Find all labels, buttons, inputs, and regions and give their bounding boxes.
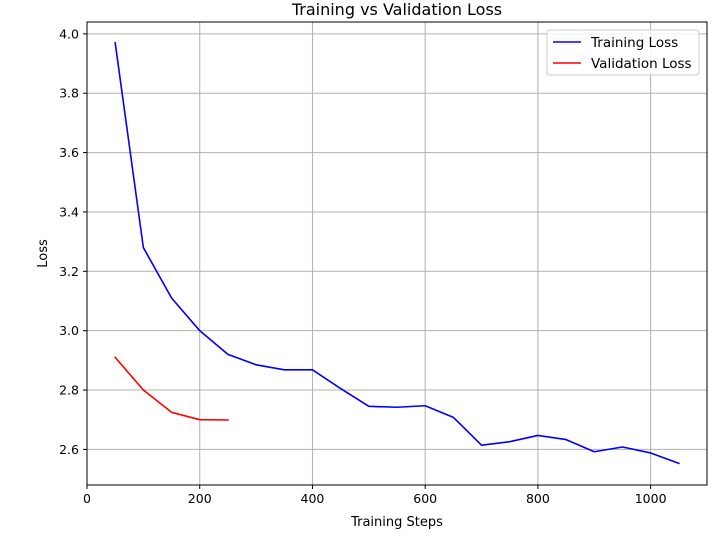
y-tick-label: 3.8 <box>59 86 79 101</box>
y-tick-label: 4.0 <box>59 26 79 41</box>
y-axis-label: Loss <box>36 239 51 268</box>
legend-box <box>546 29 700 76</box>
y-tick-label: 2.6 <box>59 442 79 457</box>
chart-title: Training vs Validation Loss <box>291 0 502 19</box>
x-tick-label: 400 <box>301 491 325 506</box>
y-tick-label: 2.8 <box>59 383 79 398</box>
x-tick-label: 800 <box>526 491 550 506</box>
grid-lines <box>86 22 707 485</box>
x-tick-label: 0 <box>83 491 91 506</box>
series-lines <box>114 41 680 465</box>
y-tick-label: 3.4 <box>59 204 79 219</box>
axis-ticks: 0 200 400 600 800 1000 2.6 2.8 3.0 3.2 3.4 3.6 3.8 4.… <box>59 26 666 506</box>
y-tick-label: 3.0 <box>59 323 79 338</box>
y-tick-label: 3.6 <box>59 145 79 160</box>
legend-entry-label: Training Loss <box>590 35 678 51</box>
y-tick-label: 3.2 <box>59 264 79 279</box>
plot-area-frame <box>86 21 708 486</box>
x-tick-label: 200 <box>188 491 212 506</box>
x-tick-label: 1000 <box>635 491 667 506</box>
series-line-training-loss <box>114 41 680 465</box>
series-line-validation-loss <box>114 356 229 421</box>
legend: Training Loss Validation Loss <box>546 29 700 76</box>
legend-entry-label: Validation Loss <box>591 56 692 72</box>
x-axis-label: Training Steps <box>350 515 443 530</box>
x-tick-label: 600 <box>413 491 437 506</box>
